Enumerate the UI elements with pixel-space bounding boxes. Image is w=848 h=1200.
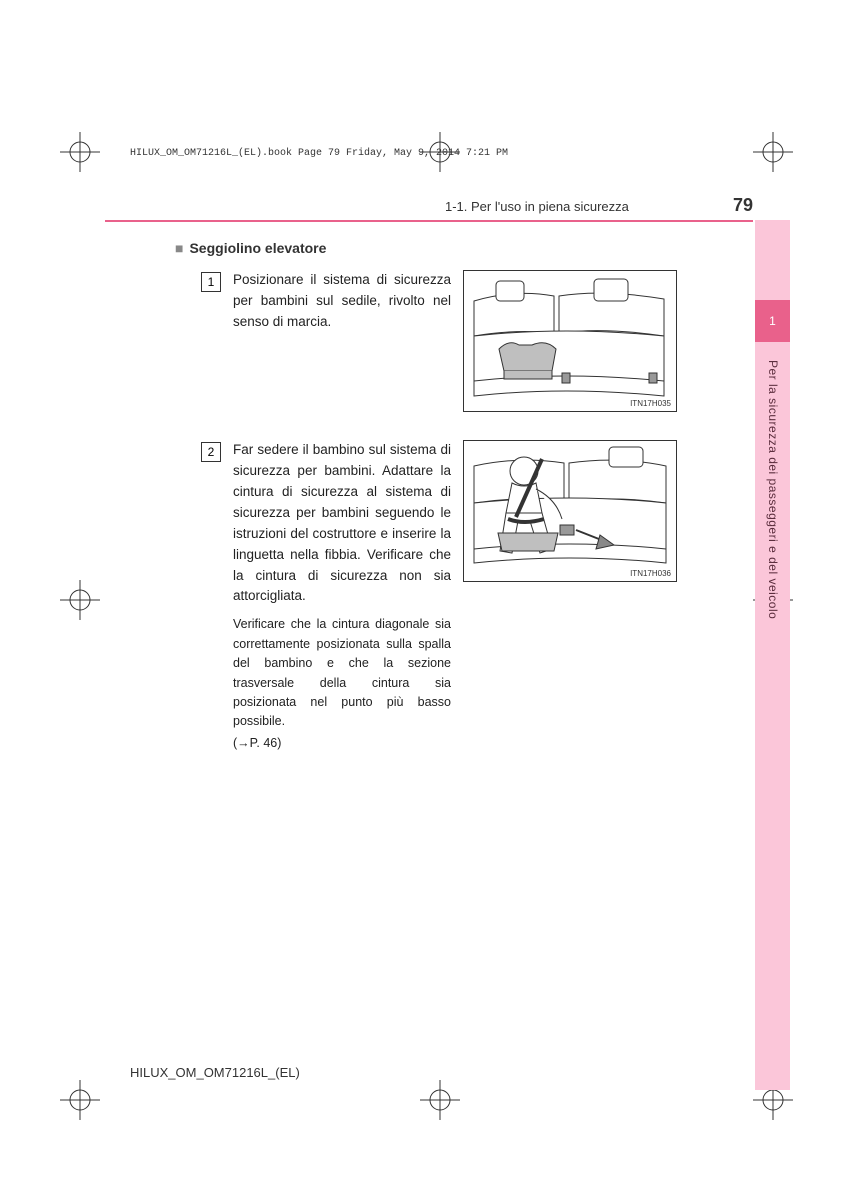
section-header: 1-1. Per l'uso in piena sicurezza 79	[445, 195, 753, 216]
step-text: Posizionare il sistema di sicurezza per …	[233, 270, 451, 333]
step-number: 2	[201, 442, 221, 462]
section-label: 1-1. Per l'uso in piena sicurezza	[445, 199, 629, 214]
crop-mark-bc	[420, 1080, 460, 1120]
page-number: 79	[733, 195, 753, 216]
step-1: 1 Posizionare il sistema di sicurezza pe…	[175, 270, 715, 412]
crop-mark-ml	[60, 580, 100, 620]
crop-mark-tr	[753, 132, 793, 172]
step-page-ref: (→P. 46)	[233, 734, 451, 753]
subheading: ■ Seggiolino elevatore	[175, 240, 715, 256]
book-file-header: HILUX_OM_OM71216L_(EL).book Page 79 Frid…	[130, 148, 508, 159]
step-text: Far sedere il bambino sul sistema di sic…	[233, 440, 451, 607]
side-tab-chapter-number: 1	[755, 300, 790, 342]
step-number: 1	[201, 272, 221, 292]
footer-code: HILUX_OM_OM71216L_(EL)	[130, 1065, 300, 1080]
main-content: ■ Seggiolino elevatore 1 Posizionare il s…	[175, 240, 715, 781]
subheading-text: Seggiolino elevatore	[189, 240, 326, 256]
crop-mark-bl	[60, 1080, 100, 1120]
side-tab-title: Per la sicurezza dei passeggeri e del ve…	[766, 360, 780, 619]
side-tab	[755, 220, 790, 1090]
illustration-child-belted: ITN17H036	[463, 440, 677, 582]
header-rule	[105, 220, 753, 222]
bullet-icon: ■	[175, 240, 183, 256]
step-2: 2 Far sedere il bambino sul sistema di s…	[175, 440, 715, 753]
crop-mark-tl	[60, 132, 100, 172]
illustration-code: ITN17H036	[630, 569, 671, 578]
illustration-booster-seat: ITN17H035	[463, 270, 677, 412]
chapter-number: 1	[769, 314, 776, 328]
page-container: HILUX_OM_OM71216L_(EL).book Page 79 Frid…	[0, 0, 848, 1200]
illustration-code: ITN17H035	[630, 399, 671, 408]
step-note: Verificare che la cintura diagonale sia …	[233, 615, 451, 731]
